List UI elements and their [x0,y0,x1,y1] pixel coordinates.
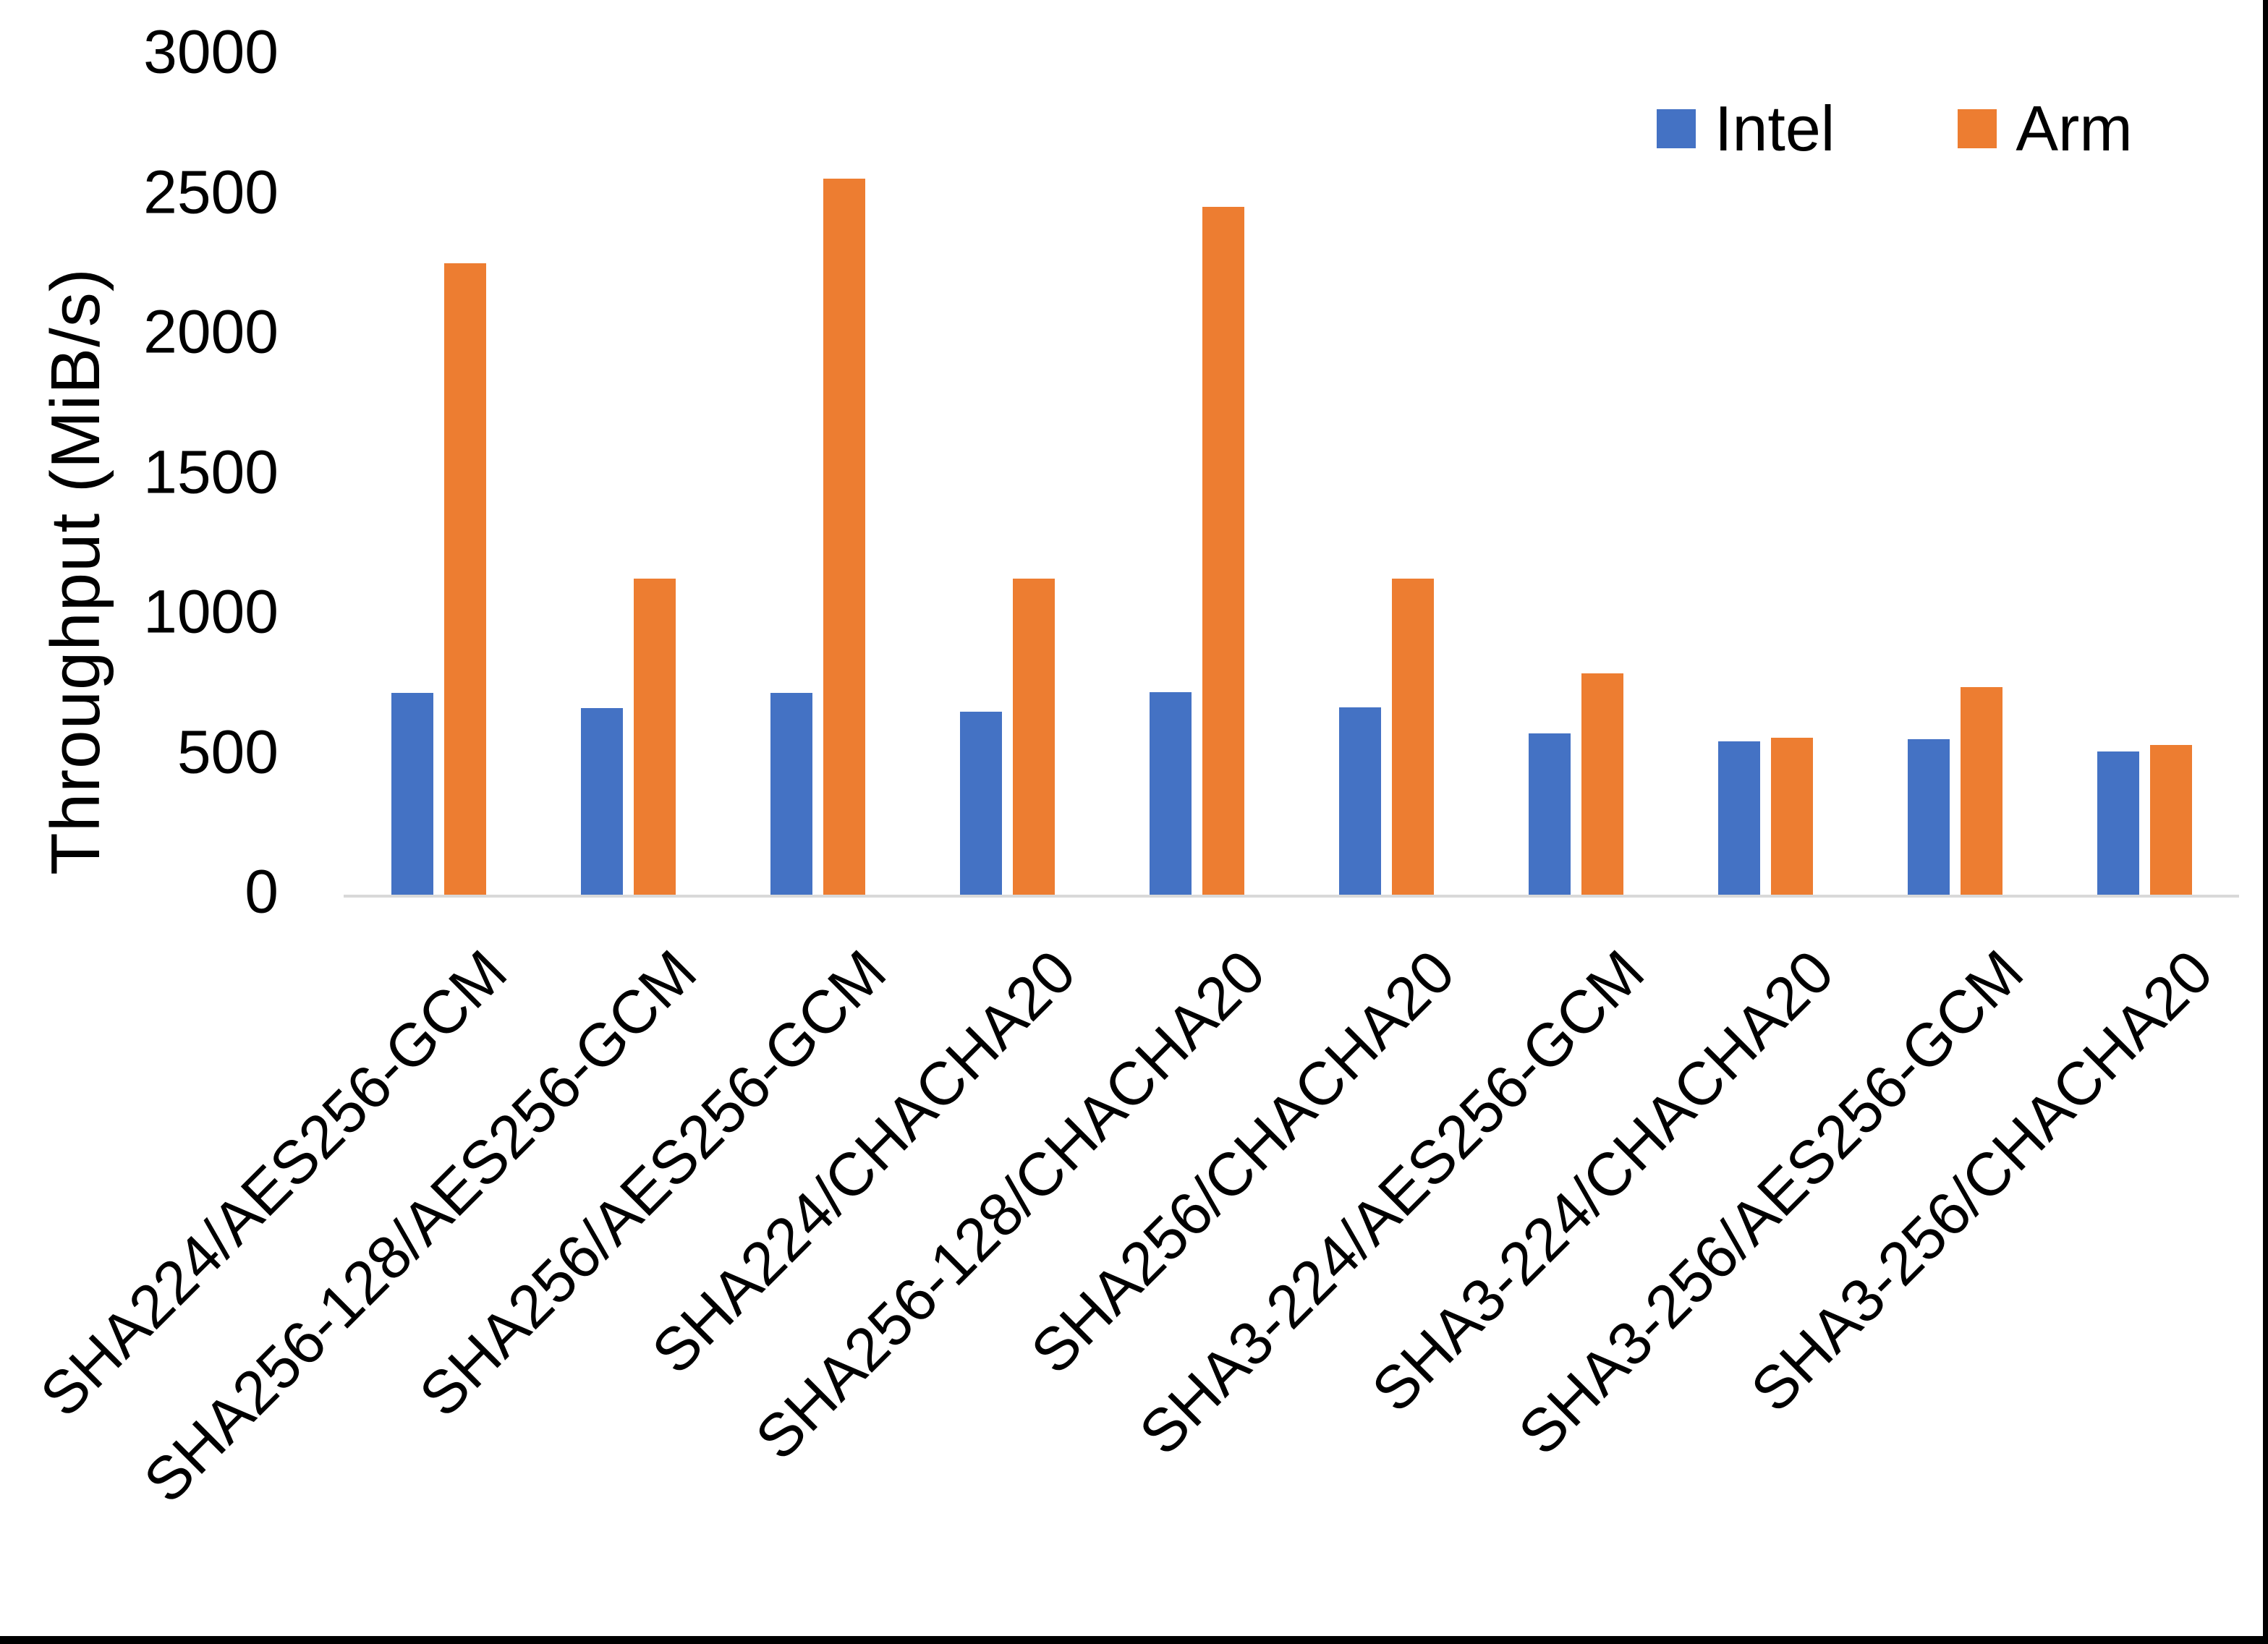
y-tick-label-1500: 1500 [143,438,279,506]
bar-group-9 [2050,55,2239,895]
legend-item-intel: Intel [1657,92,1835,166]
bar-intel-4 [1149,691,1192,895]
legend-swatch-icon [1958,109,1997,148]
bar-group-3 [912,55,1102,895]
bar-intel-1 [580,708,623,895]
y-tick-label-1000: 1000 [143,577,279,646]
bar-intel-6 [1528,733,1571,895]
bar-intel-8 [1907,738,1950,895]
legend: Intel Arm [1657,93,2133,164]
legend-label: Intel [1715,93,1835,164]
plot-area [344,55,2239,898]
bar-intel-7 [1717,741,1760,895]
bar-arm-2 [823,179,865,895]
legend-swatch-icon [1657,109,1696,148]
bar-arm-7 [1770,738,1813,895]
bar-arm-6 [1581,673,1623,895]
bar-arm-1 [633,579,676,895]
y-tick-label-0: 0 [245,857,279,926]
bar-group-8 [1860,55,2050,895]
bar-arm-4 [1202,206,1244,895]
bar-arm-3 [1012,579,1055,895]
bar-arm-5 [1391,579,1434,895]
bar-group-6 [1481,55,1670,895]
y-tick-label-3000: 3000 [143,17,279,86]
window-edge-bottom [0,1636,2268,1644]
bar-group-1 [533,55,723,895]
y-tick-label-2500: 2500 [143,158,279,226]
bar-arm-9 [2149,745,2192,895]
bar-intel-3 [959,711,1002,895]
y-tick-label-500: 500 [177,717,279,786]
y-tick-label-2000: 2000 [143,297,279,366]
bar-group-2 [723,55,912,895]
legend-item-arm: Arm [1958,92,2133,166]
bar-intel-9 [2097,751,2139,895]
bar-group-4 [1102,55,1291,895]
bar-group-5 [1291,55,1481,895]
bar-arm-0 [443,263,486,895]
bar-intel-2 [770,692,812,895]
bar-group-7 [1670,55,1860,895]
bar-groups [344,55,2239,895]
window-edge-right [2263,0,2268,1644]
bar-intel-0 [391,692,433,895]
legend-label: Arm [2016,93,2133,164]
bar-intel-5 [1338,707,1381,895]
bar-group-0 [344,55,533,895]
bar-arm-8 [1960,686,2002,895]
